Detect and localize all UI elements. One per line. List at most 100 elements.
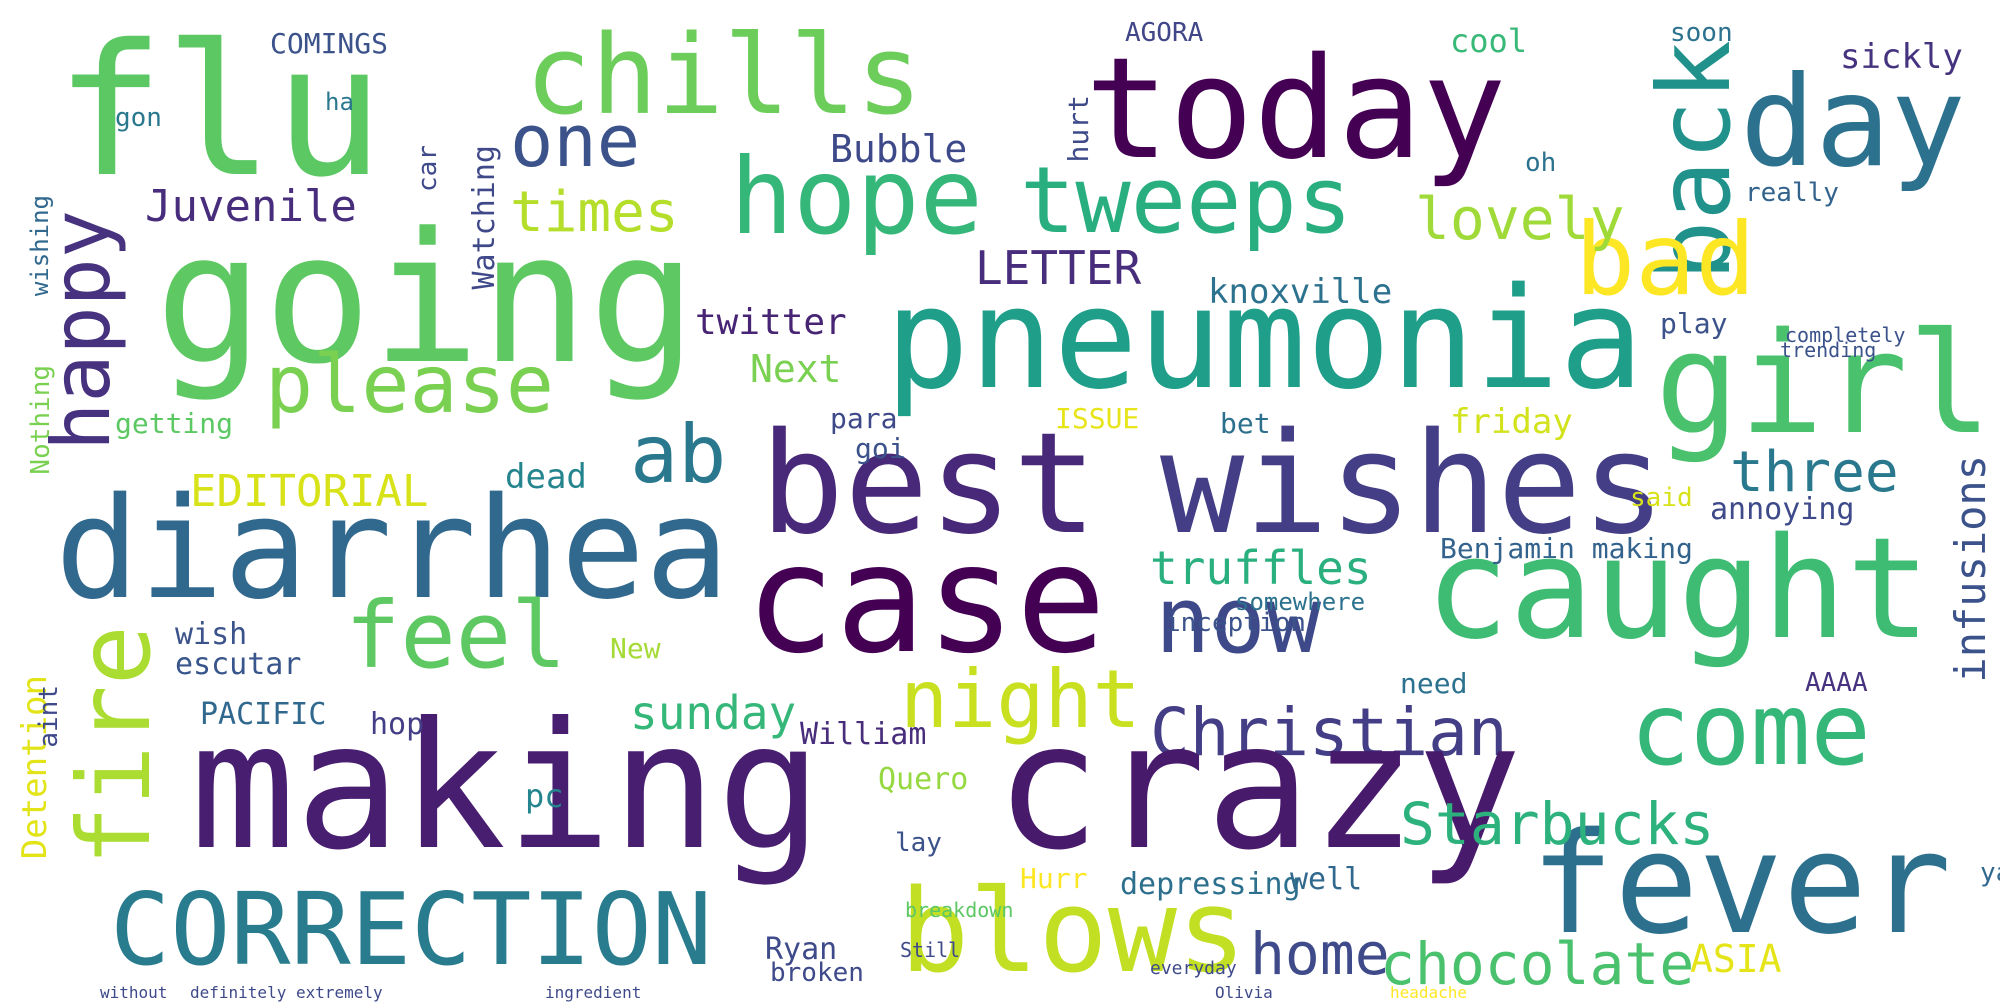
word-fire: fire	[56, 625, 173, 866]
word-still: Still	[900, 938, 961, 962]
word-infusions: infusions	[1946, 455, 1995, 683]
word-lovely: lovely	[1415, 185, 1625, 253]
word-best: best	[760, 403, 1098, 566]
word-bad: bad	[1575, 201, 1756, 318]
word-need: need	[1400, 667, 1468, 700]
word-inception: inception	[1165, 608, 1306, 638]
word-without: without	[100, 983, 168, 1002]
word-flu: flu	[55, 5, 384, 217]
word-goi: goi	[855, 432, 906, 465]
word-car: car	[413, 145, 443, 192]
word-three: three	[1730, 440, 1899, 505]
word-friday: friday	[1450, 402, 1573, 442]
word-soon: soon	[1670, 18, 1733, 48]
word-ya: ya	[1980, 858, 2000, 888]
word-really: really	[1745, 178, 1839, 208]
word-diarrhea: diarrhea	[55, 468, 730, 631]
word-starbucks: Starbucks	[1400, 790, 1715, 858]
word-wish: wish	[175, 617, 248, 652]
word-lay: lay	[895, 828, 942, 858]
word-trending: trending	[1780, 338, 1877, 362]
word-one: one	[510, 99, 641, 183]
word-sunday: sunday	[630, 686, 797, 740]
word-quero: Quero	[878, 762, 969, 797]
word-crazy: crazy	[995, 686, 1522, 889]
word-watching: Watching	[467, 145, 502, 290]
word-knoxville: knoxville	[1208, 272, 1393, 312]
word-tweeps: tweeps	[1020, 147, 1353, 254]
word-ingredient: ingredient	[545, 983, 642, 1002]
word-definitely-extremely: definitely extremely	[190, 983, 383, 1002]
word-completely: completely	[1785, 323, 1906, 347]
word-hope: hope	[730, 136, 983, 258]
word-pneumonia: pneumonia	[885, 258, 1644, 421]
word-wishing: wishing	[26, 195, 54, 297]
word-breakdown: breakdown	[905, 898, 1014, 922]
word-truffles: truffles	[1150, 541, 1372, 595]
word-issue: ISSUE	[1055, 402, 1140, 435]
word-oh: oh	[1525, 148, 1557, 178]
word-getting: getting	[115, 407, 234, 440]
word-correction: CORRECTION	[110, 871, 713, 988]
word-play: play	[1660, 307, 1728, 340]
word-aaaa: AAAA	[1805, 668, 1868, 698]
word-headache: headache	[1390, 983, 1468, 1002]
word-everyday: everyday	[1150, 958, 1237, 979]
word-next: Next	[750, 347, 842, 391]
word-pacific: PACIFIC	[200, 697, 327, 732]
word-going: going	[155, 195, 697, 404]
word-chills: chills	[525, 11, 923, 139]
word-aint: aint	[34, 685, 64, 748]
word-well: well	[1290, 862, 1363, 897]
word-broken: broken	[770, 958, 864, 988]
word-nothing: Nothing	[26, 365, 56, 475]
word-pc: pc	[525, 777, 564, 815]
word-making: making	[190, 686, 823, 889]
word-now: now	[1155, 567, 1322, 674]
word-bubble: Bubble	[830, 127, 968, 171]
word-gon: gon	[115, 103, 162, 133]
word-benjamin-making: Benjamin making	[1440, 532, 1693, 565]
word-home: home	[1250, 920, 1390, 988]
word-twitter: twitter	[695, 302, 847, 343]
word-girl: girl	[1655, 303, 1993, 466]
word-hurr: Hurr	[1020, 862, 1088, 895]
word-bet: bet	[1220, 407, 1271, 440]
word-please: please	[265, 338, 554, 431]
word-ha: ha	[325, 88, 354, 116]
word-asia: ASIA	[1690, 937, 1782, 981]
word-depressing: depressing	[1120, 867, 1301, 902]
word-editorial: EDITORIAL	[190, 466, 429, 517]
word-annoying: annoying	[1710, 492, 1855, 527]
word-agora: AGORA	[1125, 18, 1204, 48]
word-caught: caught	[1425, 508, 1931, 671]
word-blows: blows	[900, 865, 1247, 999]
word-ryan: Ryan	[765, 932, 838, 967]
word-fever: fever	[1530, 803, 1952, 966]
word-new: New	[610, 632, 661, 665]
word-case: case	[745, 513, 1107, 687]
word-escutar: escutar	[175, 647, 302, 682]
word-come: come	[1630, 671, 1871, 788]
word-wishes: wishes	[1160, 403, 1666, 566]
word-juvenile: Juvenile	[145, 181, 357, 232]
word-feel: feel	[345, 582, 567, 689]
word-somewhere: somewhere	[1235, 588, 1366, 616]
word-dead: dead	[505, 457, 587, 497]
word-times: times	[510, 180, 679, 245]
word-olivia: Olivia	[1215, 983, 1273, 1002]
word-hop: hop	[370, 707, 425, 742]
word-para: para	[830, 402, 898, 435]
word-ab: ab	[630, 408, 727, 501]
word-cool: cool	[1450, 22, 1528, 60]
word-comings: COMINGS	[270, 27, 389, 60]
word-sickly: sickly	[1840, 37, 1963, 77]
word-william: William	[800, 717, 927, 752]
word-said: said	[1630, 483, 1693, 513]
word-hurt: hurt	[1062, 95, 1095, 163]
word-night: night	[900, 653, 1141, 746]
word-day: day	[1740, 50, 1966, 195]
word-today: today	[1085, 28, 1507, 191]
word-chocolate: chocolate	[1380, 930, 1695, 998]
